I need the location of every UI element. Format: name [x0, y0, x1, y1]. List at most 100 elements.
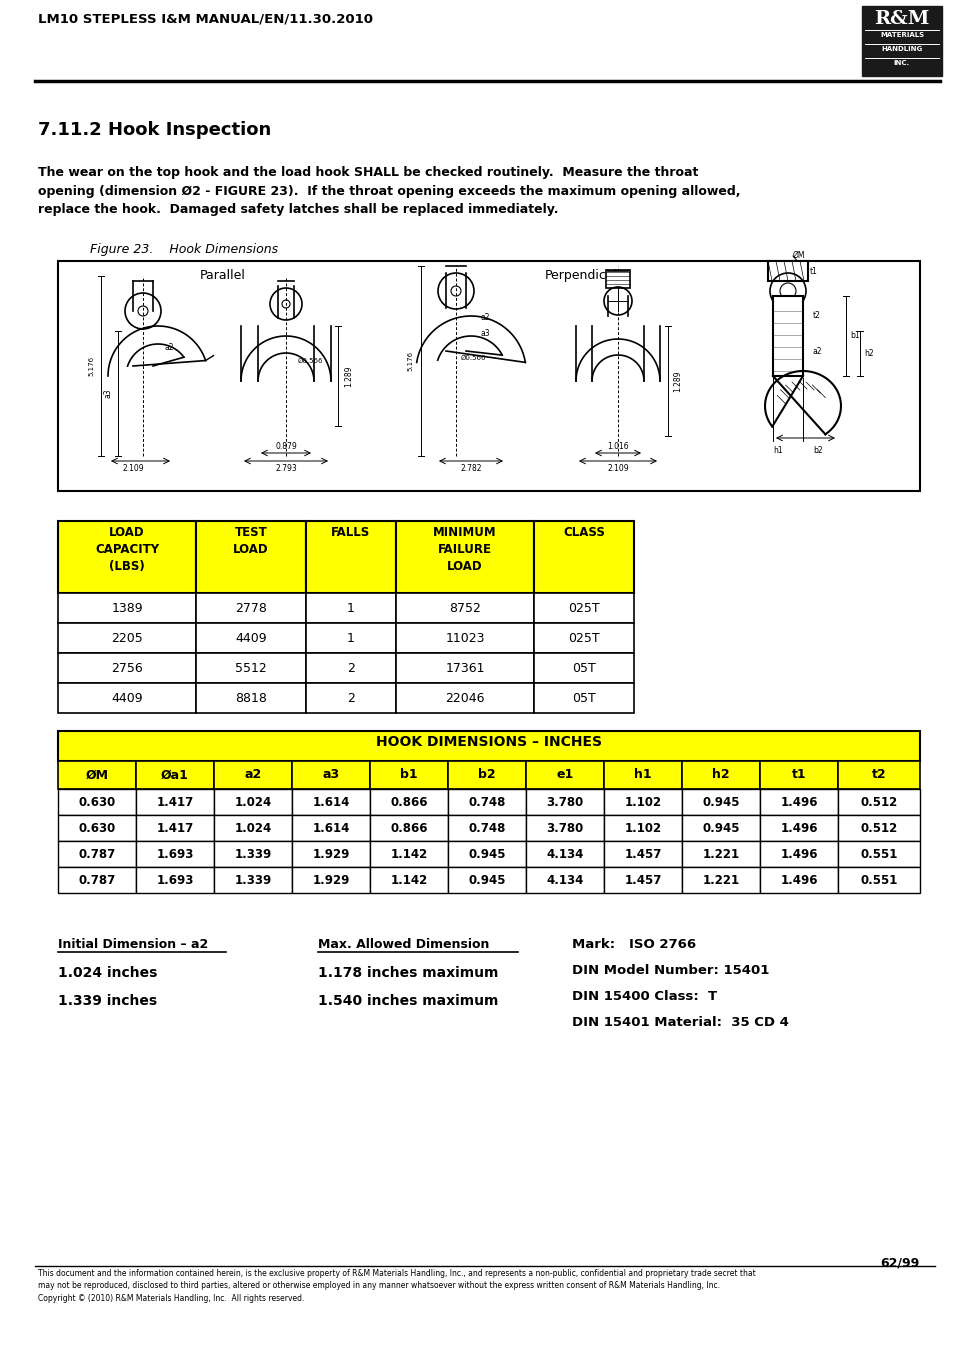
Text: 0.748: 0.748: [468, 821, 505, 835]
Text: 7.11.2 Hook Inspection: 7.11.2 Hook Inspection: [38, 122, 271, 139]
Text: 0.512: 0.512: [860, 821, 897, 835]
Bar: [837, 815, 919, 842]
Bar: [448, 815, 525, 842]
Text: HOOK DIMENSIONS – INCHES: HOOK DIMENSIONS – INCHES: [375, 735, 601, 748]
Text: 0.945: 0.945: [701, 821, 739, 835]
Text: 1.693: 1.693: [156, 847, 193, 861]
Bar: [58, 731, 919, 761]
Bar: [370, 761, 448, 789]
Text: 1.929: 1.929: [312, 847, 350, 861]
Text: t1: t1: [809, 266, 817, 276]
Bar: [213, 842, 292, 867]
Bar: [837, 867, 919, 893]
Text: b2: b2: [477, 769, 496, 781]
Bar: [306, 623, 395, 653]
Text: a2: a2: [244, 769, 261, 781]
Text: 3.780: 3.780: [546, 821, 583, 835]
Text: Perpendicular: Perpendicular: [544, 269, 630, 282]
Bar: [292, 761, 370, 789]
Text: 0.551: 0.551: [860, 847, 897, 861]
Text: a2: a2: [480, 313, 490, 323]
Text: 1.540 inches maximum: 1.540 inches maximum: [317, 994, 497, 1008]
Text: 1.178 inches maximum: 1.178 inches maximum: [317, 966, 497, 979]
Bar: [767, 261, 807, 281]
Text: 05T: 05T: [572, 692, 596, 704]
Text: 0.551: 0.551: [860, 874, 897, 886]
Text: 2.109: 2.109: [122, 463, 144, 473]
Bar: [306, 684, 395, 713]
Bar: [306, 653, 395, 684]
Bar: [603, 761, 681, 789]
Bar: [605, 270, 629, 288]
Text: 1.142: 1.142: [390, 847, 427, 861]
Text: 1: 1: [347, 601, 355, 615]
Text: Mark:   ISO 2766: Mark: ISO 2766: [572, 938, 696, 951]
Bar: [136, 842, 213, 867]
Bar: [195, 653, 306, 684]
Text: INC.: INC.: [893, 59, 909, 66]
Text: Initial Dimension – a2: Initial Dimension – a2: [58, 938, 208, 951]
Text: 5.176: 5.176: [407, 351, 413, 372]
Text: LOAD
CAPACITY
(LBS): LOAD CAPACITY (LBS): [95, 526, 159, 573]
Text: t2: t2: [812, 312, 820, 320]
Text: 1.102: 1.102: [624, 821, 660, 835]
Bar: [292, 867, 370, 893]
Bar: [395, 653, 534, 684]
Text: 1.024 inches: 1.024 inches: [58, 966, 157, 979]
Text: a2: a2: [165, 343, 174, 353]
Text: Ø0.566: Ø0.566: [460, 355, 486, 361]
Text: 2.793: 2.793: [274, 463, 296, 473]
Bar: [681, 867, 760, 893]
Bar: [213, 815, 292, 842]
Bar: [837, 761, 919, 789]
Bar: [534, 653, 634, 684]
Bar: [448, 867, 525, 893]
Text: 4409: 4409: [112, 692, 143, 704]
Bar: [58, 815, 136, 842]
Bar: [58, 593, 195, 623]
Bar: [448, 789, 525, 815]
Text: Max. Allowed Dimension: Max. Allowed Dimension: [317, 938, 489, 951]
Bar: [306, 593, 395, 623]
Text: ØM: ØM: [86, 769, 109, 781]
Text: 0.945: 0.945: [468, 847, 505, 861]
Bar: [136, 867, 213, 893]
Text: 1.496: 1.496: [780, 821, 817, 835]
Text: 1.496: 1.496: [780, 847, 817, 861]
Bar: [525, 815, 603, 842]
Text: 1.142: 1.142: [390, 874, 427, 886]
Text: h2: h2: [712, 769, 729, 781]
Bar: [213, 761, 292, 789]
Text: 1.289: 1.289: [344, 365, 353, 386]
Bar: [448, 842, 525, 867]
Bar: [525, 867, 603, 893]
Bar: [603, 842, 681, 867]
Bar: [306, 521, 395, 593]
Text: 1.024: 1.024: [234, 796, 272, 808]
Text: 0.630: 0.630: [78, 796, 115, 808]
Bar: [58, 867, 136, 893]
Text: 1.339 inches: 1.339 inches: [58, 994, 157, 1008]
Bar: [136, 789, 213, 815]
Text: 17361: 17361: [445, 662, 484, 674]
Text: 1: 1: [347, 631, 355, 644]
Text: DIN 15400 Class:  T: DIN 15400 Class: T: [572, 990, 717, 1002]
Bar: [760, 842, 837, 867]
Text: 1.417: 1.417: [156, 796, 193, 808]
Text: 3.780: 3.780: [546, 796, 583, 808]
Text: 1.929: 1.929: [312, 874, 350, 886]
Text: b1: b1: [399, 769, 417, 781]
Bar: [136, 761, 213, 789]
Bar: [862, 5, 941, 76]
Text: ØM: ØM: [792, 251, 804, 259]
Text: 1.289: 1.289: [672, 370, 681, 392]
Text: 0.945: 0.945: [468, 874, 505, 886]
Bar: [195, 623, 306, 653]
Bar: [760, 815, 837, 842]
Bar: [58, 261, 919, 490]
Text: 5.176: 5.176: [88, 355, 94, 376]
Bar: [58, 684, 195, 713]
Bar: [681, 815, 760, 842]
Bar: [213, 867, 292, 893]
Bar: [525, 842, 603, 867]
